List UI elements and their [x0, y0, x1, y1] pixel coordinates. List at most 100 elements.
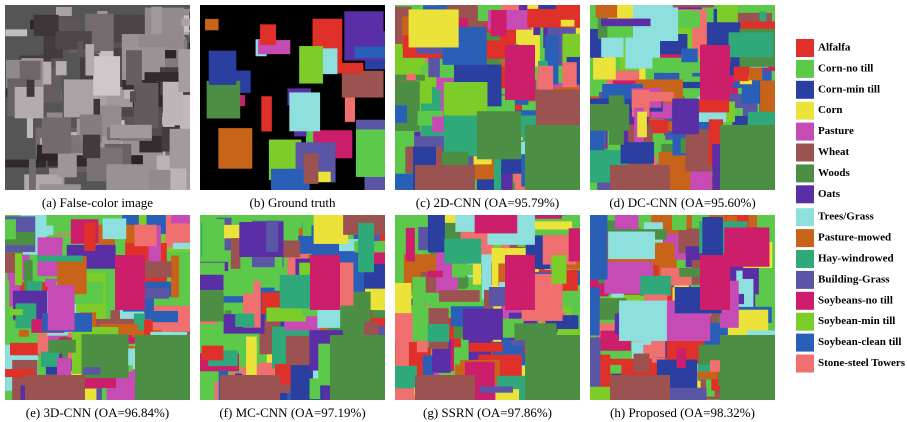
legend-label: Hay-windrowed: [818, 253, 894, 265]
legend-swatch: [796, 229, 814, 247]
patch: [20, 61, 41, 80]
legend-swatch: [796, 355, 814, 373]
field: [209, 51, 237, 85]
region: [700, 255, 730, 310]
patch: [56, 61, 67, 75]
region: [280, 275, 312, 309]
legend-label: Corn-no till: [818, 62, 873, 74]
region: [439, 290, 480, 302]
region: [358, 223, 374, 272]
legend-label: Trees/Grass: [818, 211, 875, 223]
region: [525, 125, 580, 190]
region: [720, 335, 775, 400]
region: [634, 354, 650, 373]
legend-swatch: [796, 292, 814, 310]
region: [621, 142, 654, 164]
figure: (a) False-color image(b) Ground truth(c)…: [0, 0, 907, 422]
region: [588, 249, 607, 280]
region: [334, 205, 384, 212]
region: [651, 339, 665, 357]
region: [15, 253, 22, 285]
legend-swatch: [796, 60, 814, 78]
region: [330, 335, 385, 400]
field: [355, 47, 386, 59]
map-image: [200, 5, 403, 222]
map-content: [200, 5, 403, 222]
legend-label: Soybeans-no till: [818, 294, 893, 306]
legend-label: Woods: [818, 167, 851, 179]
region: [610, 165, 670, 190]
region: [505, 255, 535, 310]
region: [412, 277, 425, 311]
legend-label: Soybean-clean till: [818, 336, 901, 348]
legend-label: Oats: [818, 188, 841, 200]
patch: [27, 80, 35, 97]
region: [609, 95, 624, 144]
map-content: [580, 0, 810, 221]
region: [173, 243, 204, 249]
field: [205, 19, 218, 30]
region: [619, 301, 667, 341]
map-content: [0, 205, 226, 422]
legend-label: Pasture: [818, 125, 854, 137]
region: [477, 111, 521, 159]
patch: [139, 35, 181, 47]
region: [266, 221, 278, 252]
patch: [85, 44, 94, 75]
region: [10, 309, 23, 315]
region: [192, 331, 199, 355]
region: [115, 255, 145, 310]
region: [601, 19, 651, 27]
panel-caption: (g) SSRN (OA=97.86%): [423, 405, 552, 420]
region: [475, 214, 518, 233]
patch: [56, 7, 72, 16]
region: [10, 343, 42, 355]
legend-label: Wheat: [818, 146, 850, 158]
field: [304, 154, 319, 184]
region: [724, 227, 769, 266]
legend-swatch: [796, 102, 814, 120]
region: [610, 375, 670, 400]
patch: [5, 29, 27, 36]
legend-label: Stone-steel Towers: [818, 357, 906, 369]
legend-label: Alfalfa: [818, 42, 851, 54]
map-content: [190, 205, 425, 422]
region: [734, 67, 749, 81]
region: [202, 346, 224, 361]
region: [2, 219, 16, 239]
region: [608, 232, 655, 260]
patch: [134, 83, 159, 128]
region: [702, 217, 723, 260]
region: [223, 271, 253, 293]
region: [428, 214, 445, 252]
region: [393, 366, 417, 411]
region: [698, 372, 718, 379]
region: [314, 211, 349, 244]
region: [676, 348, 685, 368]
patch: [5, 160, 46, 168]
region: [444, 82, 488, 115]
region: [1, 253, 17, 273]
patch: [130, 91, 136, 102]
region: [525, 335, 580, 400]
panel-caption: (e) 3D-CNN (OA=96.84%): [26, 405, 169, 420]
region: [720, 125, 775, 190]
region: [235, 314, 254, 327]
legend-swatch: [796, 81, 814, 99]
region: [195, 290, 224, 321]
patch: [126, 50, 142, 85]
legend-label: Corn: [818, 104, 842, 116]
region: [135, 335, 190, 400]
region: [165, 205, 204, 247]
panel-caption: (c) 2D-CNN (OA=95.79%): [416, 195, 559, 210]
legend-swatch: [796, 123, 814, 141]
panel-caption: (a) False-color image: [42, 195, 153, 210]
region: [406, 74, 415, 80]
region: [390, 105, 407, 123]
field: [299, 46, 323, 84]
map-image: [0, 205, 226, 422]
patch: [34, 15, 59, 36]
region: [562, 62, 576, 91]
field: [289, 92, 320, 131]
legend-label: Corn-min till: [818, 83, 880, 95]
